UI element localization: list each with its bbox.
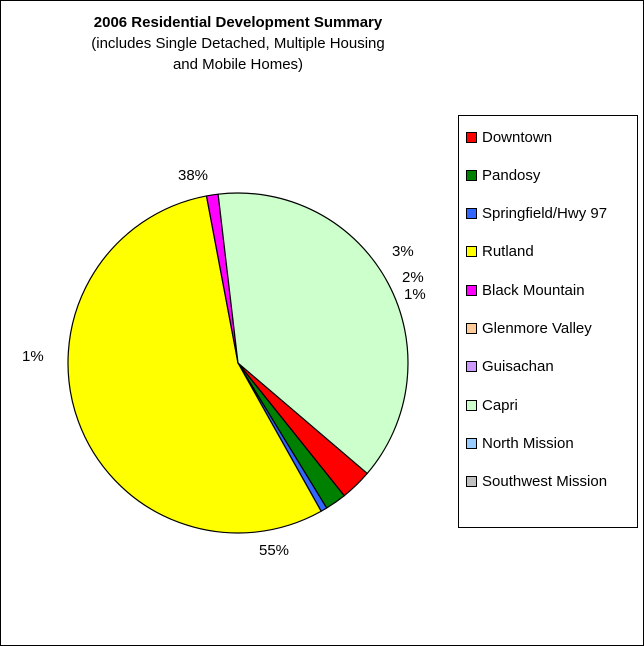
legend-swatch-black-mountain: [466, 284, 477, 296]
legend-item-black-mountain: Black Mountain: [466, 280, 585, 300]
legend-swatch-north-mission: [466, 437, 477, 449]
chart-subtitle-line-1: (includes Single Detached, Multiple Hous…: [91, 35, 385, 52]
percent-label-springfield-hwy-97: 1%: [404, 286, 426, 303]
percent-label-pandosy: 2%: [402, 269, 424, 286]
legend-item-springfield-hwy-97: Springfield/Hwy 97: [466, 204, 607, 224]
percent-label-rutland: 55%: [259, 542, 290, 559]
legend-item-guisachan: Guisachan: [466, 357, 554, 377]
legend-label-glenmore-valley: Glenmore Valley: [482, 320, 592, 337]
legend-label-pandosy: Pandosy: [482, 166, 541, 184]
legend-item-rutland: Rutland: [466, 242, 534, 262]
chart-subtitle-line-2: and Mobile Homes): [172, 56, 304, 73]
legend-label-downtown: Downtown: [482, 128, 553, 146]
legend-label-north-mission: North Mission: [482, 434, 574, 452]
chart-title: 2006 Residential Development Summary: [93, 14, 383, 31]
legend-label-guisachan: Guisachan: [482, 358, 554, 376]
percent-label-downtown: 3%: [392, 243, 414, 260]
legend-swatch-pandosy: [466, 169, 477, 181]
legend-label-black-mountain: Black Mountain: [482, 281, 585, 299]
legend-item-north-mission: North Mission: [466, 433, 574, 453]
legend-item-pandosy: Pandosy: [466, 165, 540, 185]
pie-slice-capri: [217, 192, 409, 475]
pie-slice-rutland: [67, 195, 322, 534]
legend-item-capri: Capri: [466, 395, 518, 415]
legend-swatch-guisachan: [466, 361, 477, 373]
legend-swatch-downtown: [466, 131, 477, 143]
legend-swatch-southwest-mission: [466, 476, 477, 488]
title-block: 2006 Residential Development Summary (in…: [1, 13, 475, 75]
legend-swatch-springfield-hwy-97: [466, 208, 477, 220]
legend-label-rutland: Rutland: [482, 243, 534, 261]
legend-item-downtown: Downtown: [466, 127, 552, 147]
legend-swatch-glenmore-valley: [466, 323, 477, 334]
legend-label-southwest-mission: Southwest Mission: [482, 473, 608, 491]
percent-label-capri: 38%: [178, 167, 209, 184]
legend-label-capri: Capri: [482, 396, 518, 414]
legend-item-glenmore-valley: Glenmore Valley: [466, 319, 592, 339]
legend: Downtown Pandosy Springfield/Hwy 97 Rutland…: [458, 115, 638, 528]
legend-label-springfield-hwy-97: Springfield/Hwy 97: [482, 205, 608, 223]
legend-swatch-capri: [466, 399, 477, 411]
legend-swatch-rutland: [466, 246, 477, 258]
percent-label-black-mountain: 1%: [22, 348, 44, 365]
legend-item-southwest-mission: Southwest Mission: [466, 472, 607, 492]
